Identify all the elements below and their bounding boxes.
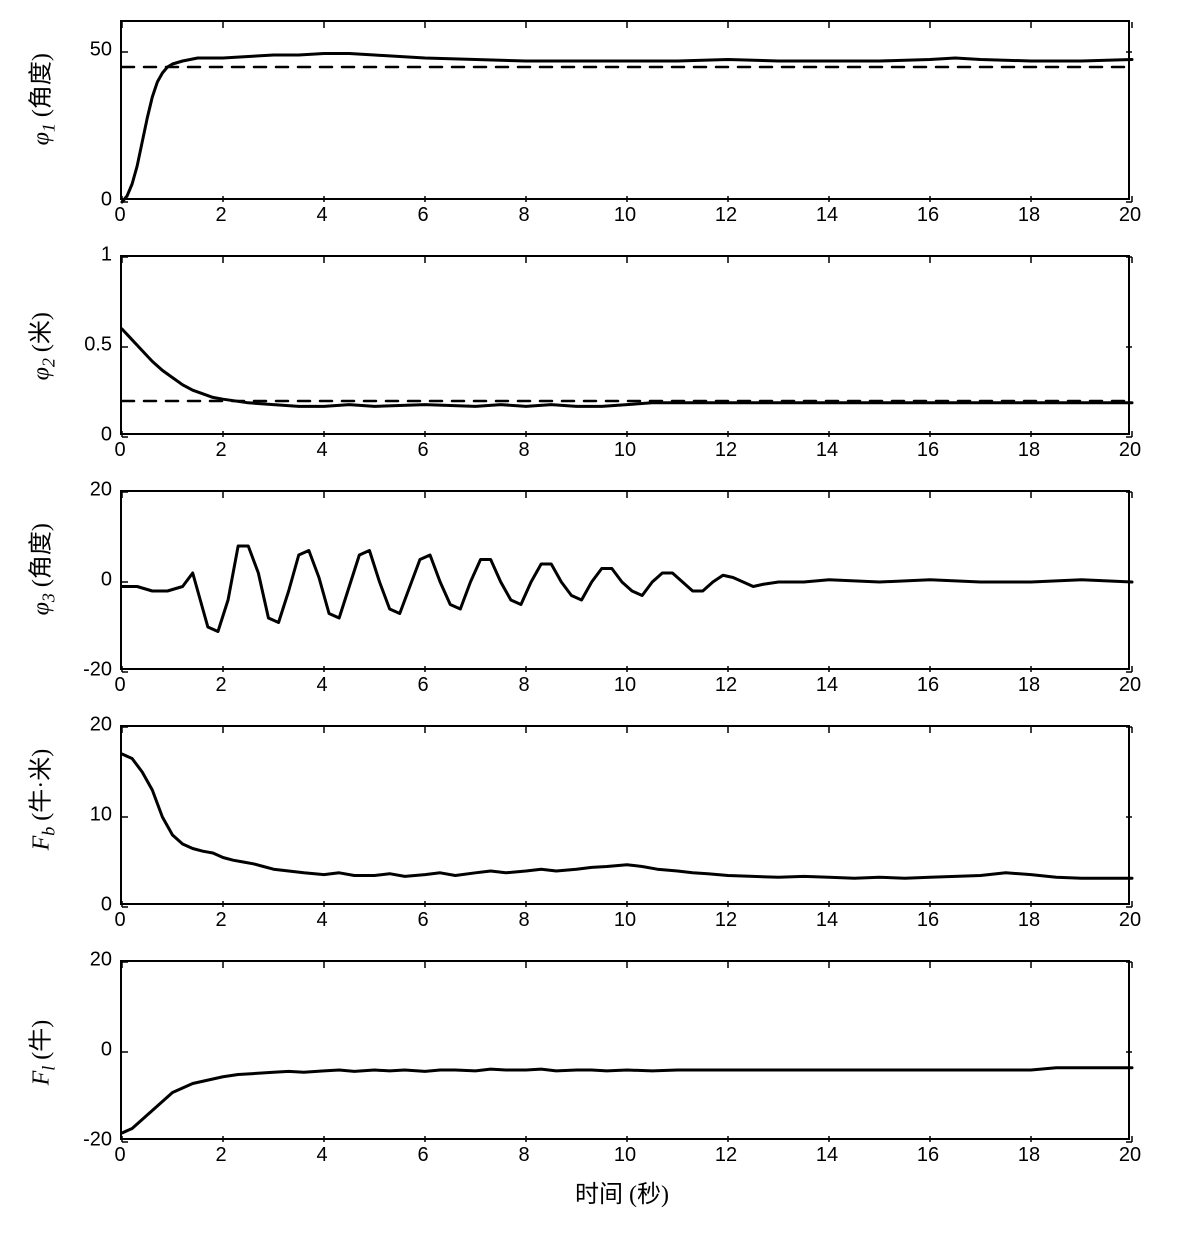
xtick-label: 16 bbox=[917, 674, 939, 697]
subplot-3-svg bbox=[122, 492, 1132, 672]
xtick-label: 6 bbox=[417, 1144, 428, 1167]
series-4-1 bbox=[122, 754, 1132, 878]
xtick-label: 10 bbox=[614, 674, 636, 697]
xtick-label: 2 bbox=[215, 909, 226, 932]
xtick-label: 14 bbox=[816, 439, 838, 462]
series-3-1 bbox=[122, 546, 1132, 632]
ytick-label: 1 bbox=[101, 244, 112, 267]
xtick-label: 16 bbox=[917, 204, 939, 227]
xtick-label: 12 bbox=[715, 674, 737, 697]
xtick-label: 16 bbox=[917, 439, 939, 462]
ylabel-4: Fb (牛·米) bbox=[21, 790, 60, 850]
xtick-label: 0 bbox=[114, 1144, 125, 1167]
subplot-2-svg bbox=[122, 257, 1132, 437]
ytick-label: 0 bbox=[101, 894, 112, 917]
xtick-label: 20 bbox=[1119, 1144, 1141, 1167]
xtick-label: 2 bbox=[215, 1144, 226, 1167]
xtick-label: 6 bbox=[417, 204, 428, 227]
xtick-label: 8 bbox=[518, 439, 529, 462]
xtick-label: 4 bbox=[316, 1144, 327, 1167]
subplot-4-svg bbox=[122, 727, 1132, 907]
xtick-label: 10 bbox=[614, 204, 636, 227]
ytick-label: 10 bbox=[90, 804, 112, 827]
xtick-label: 18 bbox=[1018, 1144, 1040, 1167]
ylabel-3: φ3 (角度) bbox=[21, 555, 60, 615]
xtick-label: 14 bbox=[816, 674, 838, 697]
figure: 02468101214161820050φ1 (角度)0246810121416… bbox=[0, 0, 1179, 1254]
xtick-label: 20 bbox=[1119, 439, 1141, 462]
xtick-label: 0 bbox=[114, 909, 125, 932]
xtick-label: 2 bbox=[215, 439, 226, 462]
ytick-label: 0 bbox=[101, 189, 112, 212]
subplot-4 bbox=[120, 725, 1130, 905]
xtick-label: 6 bbox=[417, 909, 428, 932]
xtick-label: 2 bbox=[215, 204, 226, 227]
xtick-label: 10 bbox=[614, 1144, 636, 1167]
ytick-label: 0.5 bbox=[84, 334, 112, 357]
xtick-label: 14 bbox=[816, 204, 838, 227]
subplot-5 bbox=[120, 960, 1130, 1140]
xtick-label: 12 bbox=[715, 204, 737, 227]
xtick-label: 4 bbox=[316, 674, 327, 697]
ytick-label: 50 bbox=[90, 39, 112, 62]
xtick-label: 6 bbox=[417, 674, 428, 697]
xtick-label: 12 bbox=[715, 1144, 737, 1167]
series-2-1 bbox=[122, 329, 1132, 406]
xtick-label: 8 bbox=[518, 1144, 529, 1167]
ytick-label: -20 bbox=[83, 1129, 112, 1152]
xtick-label: 0 bbox=[114, 674, 125, 697]
xtick-label: 12 bbox=[715, 909, 737, 932]
xtick-label: 12 bbox=[715, 439, 737, 462]
xtick-label: 20 bbox=[1119, 674, 1141, 697]
xtick-label: 8 bbox=[518, 909, 529, 932]
xtick-label: 14 bbox=[816, 909, 838, 932]
xtick-label: 4 bbox=[316, 204, 327, 227]
xtick-label: 8 bbox=[518, 204, 529, 227]
xtick-label: 6 bbox=[417, 439, 428, 462]
xtick-label: 0 bbox=[114, 439, 125, 462]
xtick-label: 18 bbox=[1018, 204, 1040, 227]
series-5-1 bbox=[122, 1068, 1132, 1133]
subplot-2 bbox=[120, 255, 1130, 435]
ytick-label: 0 bbox=[101, 424, 112, 447]
subplot-5-svg bbox=[122, 962, 1132, 1142]
xtick-label: 0 bbox=[114, 204, 125, 227]
xtick-label: 18 bbox=[1018, 439, 1040, 462]
ylabel-5: Fl (牛) bbox=[21, 1025, 60, 1085]
xtick-label: 14 bbox=[816, 1144, 838, 1167]
ylabel-2: φ2 (米) bbox=[21, 320, 60, 380]
xtick-label: 16 bbox=[917, 909, 939, 932]
ytick-label: 20 bbox=[90, 479, 112, 502]
subplot-3 bbox=[120, 490, 1130, 670]
xtick-label: 10 bbox=[614, 909, 636, 932]
ylabel-1: φ1 (角度) bbox=[21, 85, 60, 145]
subplot-1-svg bbox=[122, 22, 1132, 202]
xtick-label: 18 bbox=[1018, 674, 1040, 697]
ytick-label: -20 bbox=[83, 659, 112, 682]
xtick-label: 4 bbox=[316, 909, 327, 932]
ytick-label: 20 bbox=[90, 949, 112, 972]
xtick-label: 20 bbox=[1119, 204, 1141, 227]
xtick-label: 8 bbox=[518, 674, 529, 697]
xtick-label: 10 bbox=[614, 439, 636, 462]
xtick-label: 18 bbox=[1018, 909, 1040, 932]
ytick-label: 0 bbox=[101, 569, 112, 592]
ytick-label: 0 bbox=[101, 1039, 112, 1062]
xtick-label: 16 bbox=[917, 1144, 939, 1167]
series-1-1 bbox=[122, 54, 1132, 203]
xtick-label: 20 bbox=[1119, 909, 1141, 932]
xtick-label: 2 bbox=[215, 674, 226, 697]
xtick-label: 4 bbox=[316, 439, 327, 462]
xlabel: 时间 (秒) bbox=[575, 1174, 669, 1209]
ytick-label: 20 bbox=[90, 714, 112, 737]
subplot-1 bbox=[120, 20, 1130, 200]
